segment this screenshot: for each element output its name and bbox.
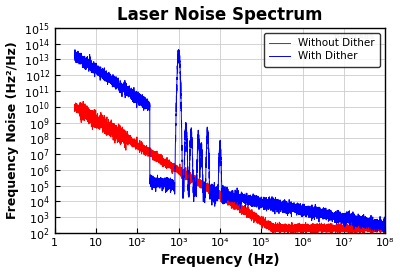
Without Dither — [270, 226, 274, 229]
With Dither — [72, 48, 77, 52]
Without Dither — [256, 214, 261, 217]
With Dither — [319, 212, 324, 215]
Title: Laser Noise Spectrum: Laser Noise Spectrum — [117, 5, 323, 23]
With Dither — [185, 136, 190, 140]
Without Dither — [383, 230, 388, 234]
With Dither — [383, 223, 388, 226]
Legend: Without Dither, With Dither: Without Dither, With Dither — [264, 33, 380, 67]
Y-axis label: Frequency Noise (Hz²/Hz): Frequency Noise (Hz²/Hz) — [6, 41, 18, 219]
Without Dither — [302, 228, 307, 231]
Without Dither — [319, 229, 324, 232]
With Dither — [270, 203, 274, 206]
With Dither — [382, 230, 386, 234]
With Dither — [72, 54, 77, 57]
Line: With Dither: With Dither — [74, 50, 385, 232]
With Dither — [302, 210, 307, 213]
Without Dither — [185, 178, 190, 181]
X-axis label: Frequency (Hz): Frequency (Hz) — [161, 253, 279, 268]
Without Dither — [270, 232, 275, 235]
Without Dither — [72, 105, 77, 108]
Without Dither — [81, 100, 86, 103]
Text: THORLABS: THORLABS — [333, 34, 375, 40]
Line: Without Dither: Without Dither — [74, 102, 385, 233]
With Dither — [88, 64, 92, 67]
With Dither — [256, 202, 261, 206]
Without Dither — [88, 109, 92, 112]
